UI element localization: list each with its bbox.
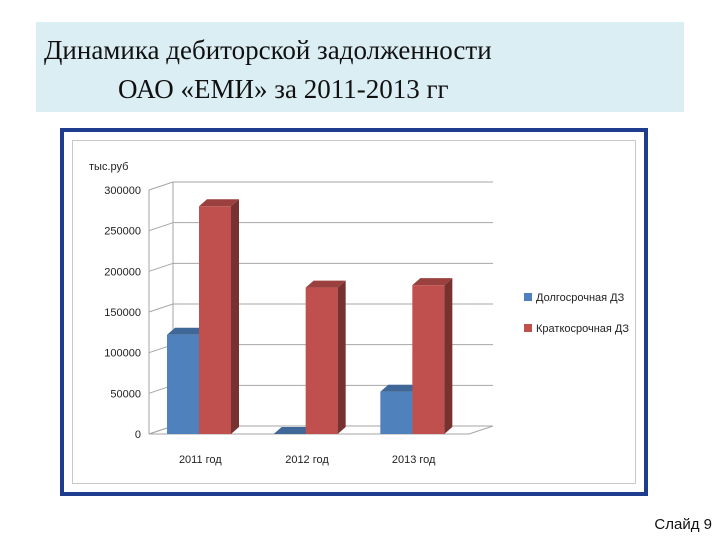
legend-label: Долгосрочная ДЗ — [536, 292, 625, 304]
gridline-depth — [148, 262, 174, 272]
bar-Долгосрочная ДЗ — [167, 334, 199, 434]
legend-swatch — [524, 324, 532, 332]
slide-title-line-2: ОАО «ЕМИ» за 2011-2013 гг — [118, 74, 449, 104]
gridline-depth — [148, 303, 174, 313]
bar-Долгосрочная ДЗ — [380, 391, 413, 434]
chart-area: 0 50000 100000 150000 200000 250000 300000 тыс.… — [72, 140, 636, 484]
chart-floor — [148, 425, 494, 435]
y-tick-label: 300000 — [104, 185, 141, 197]
chart-frame: 0 50000 100000 150000 200000 250000 300000 тыс.… — [60, 128, 648, 496]
y-tick-label: 250000 — [104, 226, 141, 238]
bar-Краткосрочная ДЗ — [412, 285, 445, 434]
bar-side — [231, 199, 239, 434]
x-tick-label: 2012 год — [285, 454, 329, 466]
bar-chart: 0 50000 100000 150000 200000 250000 300000 тыс.… — [89, 161, 629, 466]
bar-Краткосрочная ДЗ — [305, 287, 338, 434]
y-tick-label: 100000 — [104, 348, 141, 360]
legend-label: Краткосрочная ДЗ — [536, 323, 629, 335]
y-tick-label: 200000 — [104, 266, 141, 278]
bar-top — [305, 280, 346, 288]
x-tick-label: 2011 год — [179, 454, 222, 466]
y-tick-label: 50000 — [110, 388, 141, 400]
bar-Краткосрочная ДЗ — [199, 206, 231, 434]
title-box: Динамика дебиторской задолженности ОАО «… — [36, 22, 684, 112]
gridline-depth — [148, 181, 174, 191]
bar-side — [444, 278, 453, 434]
x-tick-label: 2013 год — [392, 454, 436, 466]
slide-number: Слайд 9 — [654, 516, 712, 533]
gridline-depth — [148, 222, 174, 232]
bar-side — [337, 280, 346, 434]
legend-swatch — [524, 293, 532, 301]
y-tick-label: 150000 — [104, 307, 141, 319]
bar-top — [412, 278, 453, 286]
slide-title-line-1: Динамика дебиторской задолженности — [44, 35, 492, 65]
bar-top — [273, 427, 314, 434]
bar-top — [199, 199, 239, 207]
bar-top — [380, 384, 421, 392]
bar-top — [167, 327, 207, 335]
y-axis-label: тыс.руб — [89, 161, 128, 173]
y-tick-label: 0 — [135, 429, 141, 441]
